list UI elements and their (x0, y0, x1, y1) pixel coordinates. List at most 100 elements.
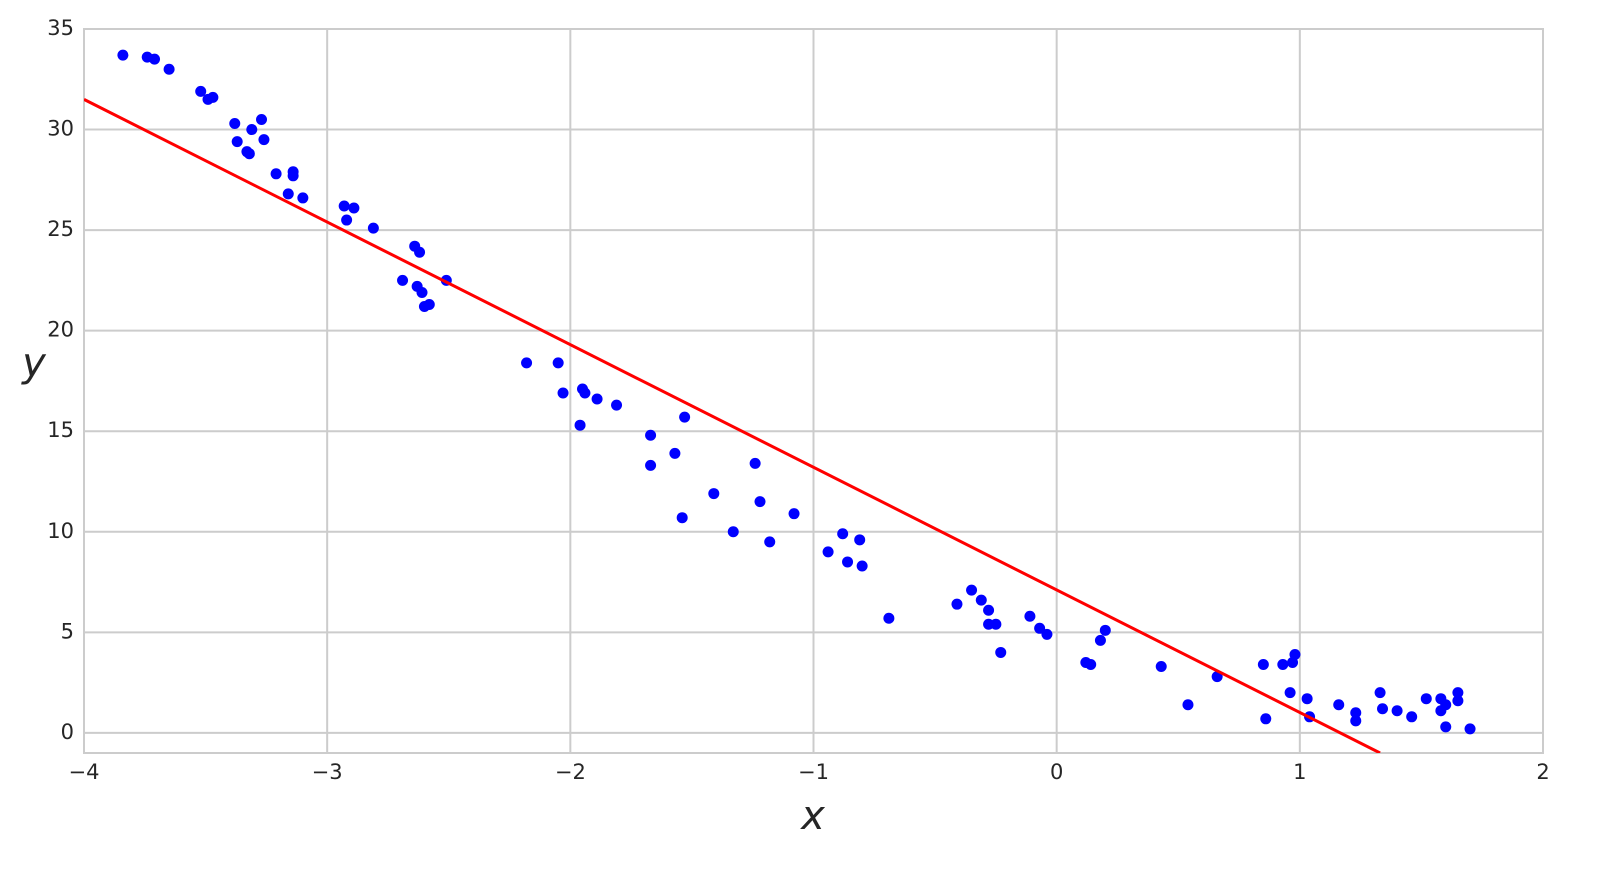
x-tick-label: −1 (798, 760, 829, 784)
scatter-point (1041, 628, 1053, 640)
scatter-point (287, 170, 299, 182)
scatter-point (207, 91, 219, 103)
x-tick-label: −2 (555, 760, 586, 784)
scatter-point (579, 387, 591, 399)
scatter-point (297, 192, 309, 204)
y-axis-label: y (21, 340, 47, 386)
scatter-point (754, 496, 766, 508)
scatter-point (229, 118, 241, 130)
y-tick-label: 15 (47, 418, 74, 442)
scatter-point (1440, 699, 1452, 711)
y-tick-label: 30 (47, 117, 74, 141)
x-tick-label: 2 (1536, 760, 1549, 784)
scatter-point (258, 134, 270, 146)
scatter-point (195, 85, 207, 97)
y-tick-label: 25 (47, 217, 74, 241)
scatter-point (1440, 721, 1452, 733)
scatter-point (1099, 624, 1111, 636)
scatter-point (764, 536, 776, 548)
scatter-point (883, 612, 895, 624)
scatter-point (788, 508, 800, 520)
scatter-point (149, 53, 161, 65)
scatter-point (574, 419, 586, 431)
scatter-point (1289, 648, 1301, 660)
scatter-point (1452, 687, 1464, 699)
scatter-point (1420, 693, 1432, 705)
scatter-point (423, 299, 435, 311)
scatter-point (1391, 705, 1403, 717)
scatter-point (231, 136, 243, 148)
scatter-point (246, 124, 258, 136)
scatter-point (348, 202, 360, 214)
scatter-point (1277, 659, 1289, 671)
scatter-point (1284, 687, 1296, 699)
scatter-point (676, 512, 688, 524)
scatter-point (995, 646, 1007, 658)
scatter-point (966, 584, 978, 596)
scatter-point (1406, 711, 1418, 723)
scatter-point (1257, 659, 1269, 671)
scatter-point (552, 357, 564, 369)
scatter-point (837, 528, 849, 540)
scatter-point (645, 459, 657, 471)
scatter-point (1182, 699, 1194, 711)
scatter-point (983, 604, 995, 616)
scatter-point (1377, 703, 1389, 715)
scatter-point (1024, 610, 1036, 622)
plot-frame (83, 28, 1544, 754)
scatter-point (842, 556, 854, 568)
scatter-point (270, 168, 282, 180)
fit-line (84, 98, 1381, 753)
x-tick-label: −3 (312, 760, 343, 784)
scatter-point (557, 387, 569, 399)
scatter-point (990, 618, 1002, 630)
x-tick-label: −4 (69, 760, 100, 784)
scatter-point (856, 560, 868, 572)
scatter-point (854, 534, 866, 546)
scatter-point (1260, 713, 1272, 725)
scatter-point (975, 594, 987, 606)
scatter-point (1301, 693, 1313, 705)
scatter-point (282, 188, 294, 200)
scatter-point (951, 598, 963, 610)
scatter-point (1452, 695, 1464, 707)
y-tick-label: 35 (47, 16, 74, 40)
scatter-point (591, 393, 603, 405)
scatter-point (1350, 707, 1362, 719)
scatter-point (117, 49, 129, 61)
scatter-point (163, 63, 175, 75)
scatter-point (611, 399, 623, 411)
scatter-point (397, 274, 409, 286)
scatter-point (727, 526, 739, 538)
y-tick-label: 10 (47, 519, 74, 543)
scatter-point (341, 214, 353, 226)
x-tick-label: 1 (1293, 760, 1306, 784)
scatter-point (1333, 699, 1345, 711)
scatter-point (679, 411, 691, 423)
scatter-point (749, 457, 761, 469)
scatter-point (708, 488, 720, 500)
scatter-point (243, 148, 255, 160)
scatter-point (1034, 622, 1046, 634)
scatter-point (414, 246, 426, 258)
scatter-point (1350, 715, 1362, 727)
x-tick-label: 0 (1050, 760, 1063, 784)
scatter-point (416, 286, 428, 298)
scatter-point (338, 200, 350, 212)
y-tick-label: 5 (61, 619, 74, 643)
scatter-point (1374, 687, 1386, 699)
scatter-point (1085, 659, 1097, 671)
x-axis-label: x (799, 793, 825, 839)
y-tick-label: 0 (61, 720, 74, 744)
scatter-point (521, 357, 533, 369)
scatter-point (1094, 634, 1106, 646)
scatter-point (645, 429, 657, 441)
y-tick-label: 20 (47, 318, 74, 342)
scatter-point (1464, 723, 1476, 735)
scatter-point (256, 114, 268, 125)
scatter-point (822, 546, 834, 558)
scatter-point (1155, 661, 1167, 673)
scatter-point (669, 447, 681, 459)
